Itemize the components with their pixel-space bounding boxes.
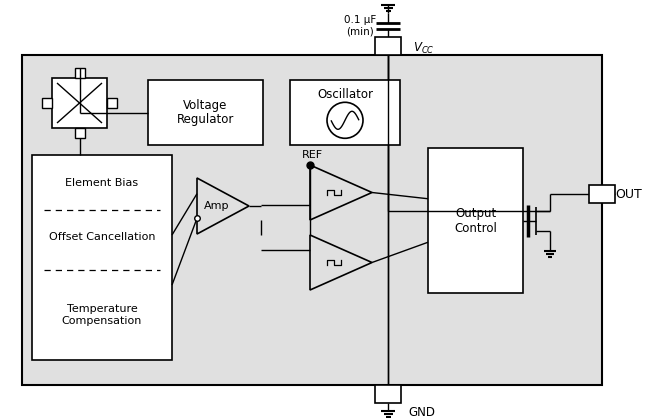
Bar xyxy=(107,98,117,108)
Text: Element Bias: Element Bias xyxy=(65,178,139,188)
Bar xyxy=(290,80,400,145)
Text: Offset Cancellation: Offset Cancellation xyxy=(49,232,155,242)
Text: $V_{CC}$: $V_{CC}$ xyxy=(413,41,434,56)
Text: GND: GND xyxy=(408,406,435,418)
Bar xyxy=(42,98,52,108)
Text: Amp: Amp xyxy=(204,201,230,211)
Bar xyxy=(375,37,401,55)
Text: 0.1 μF
(min): 0.1 μF (min) xyxy=(344,15,376,37)
Text: Output
Control: Output Control xyxy=(454,206,497,234)
Bar xyxy=(75,128,84,138)
Bar xyxy=(375,385,401,403)
Text: REF: REF xyxy=(301,150,322,160)
Bar xyxy=(22,55,602,385)
Text: Oscillator: Oscillator xyxy=(317,87,373,100)
Bar xyxy=(148,80,263,145)
Text: OUT: OUT xyxy=(615,188,642,201)
Bar xyxy=(75,68,84,78)
Text: Temperature
Compensation: Temperature Compensation xyxy=(62,304,142,326)
Bar xyxy=(52,78,107,128)
Bar xyxy=(589,185,615,203)
Bar xyxy=(32,155,172,360)
Bar xyxy=(428,148,523,293)
Text: Voltage
Regulator: Voltage Regulator xyxy=(177,99,234,127)
